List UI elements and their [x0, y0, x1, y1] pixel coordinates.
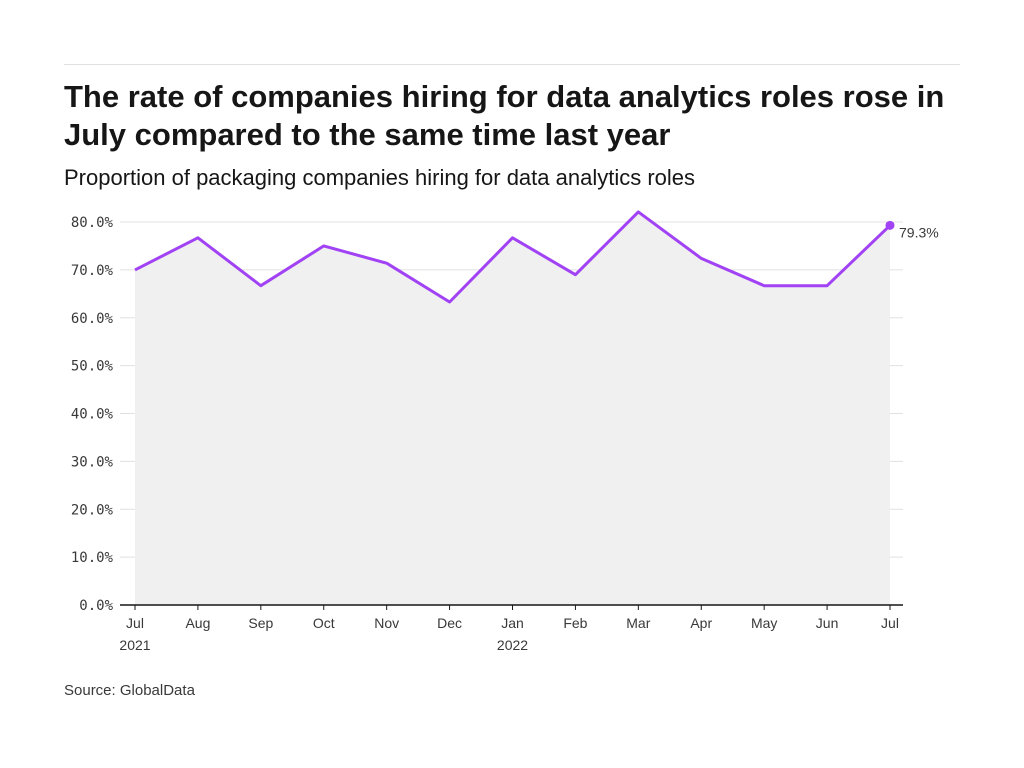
x-tick-label: Apr: [690, 615, 712, 631]
x-tick-label: Jan: [501, 615, 524, 631]
x-tick-label: Mar: [626, 615, 650, 631]
area-fill: [135, 211, 890, 605]
y-tick-label: 20.0%: [71, 502, 114, 518]
end-point-data-label: 79.3%: [899, 224, 939, 240]
x-tick-label: Nov: [374, 615, 399, 631]
y-tick-label: 60.0%: [71, 311, 114, 327]
top-divider: [64, 64, 960, 65]
x-tick-label: Jul: [126, 615, 144, 631]
series-line: [134, 210, 892, 304]
y-tick-label: 50.0%: [71, 359, 114, 375]
chart-subtitle: Proportion of packaging companies hiring…: [64, 165, 696, 190]
y-tick-label: 80.0%: [71, 215, 114, 231]
x-tick-label: Feb: [563, 615, 587, 631]
x-tick-label: Jul: [881, 615, 899, 631]
y-axis-labels: 0.0% 10.0% 20.0% 30.0% 40.0% 50.0% 60.0% 70.0% 8…: [71, 215, 114, 614]
chart-title: The rate of companies hiring for data an…: [64, 79, 945, 152]
x-tick-label: Oct: [313, 615, 335, 631]
x-axis-labels: Jul 2021 Aug Sep Oct Nov Dec Jan 2022 Feb Mar Apr Ma…: [119, 605, 899, 653]
source-note: Source: GlobalData: [64, 682, 195, 699]
y-tick-label: 10.0%: [71, 550, 114, 566]
y-tick-label: 70.0%: [71, 263, 114, 279]
end-point-marker: [885, 220, 895, 230]
x-tick-label: Sep: [248, 615, 273, 631]
x-tick-label: Dec: [437, 615, 462, 631]
y-tick-label: 0.0%: [79, 598, 113, 614]
x-tick-label: May: [751, 615, 777, 631]
x-year-label: 2021: [119, 637, 150, 653]
x-tick-label: Jun: [816, 615, 839, 631]
y-tick-label: 30.0%: [71, 454, 114, 470]
x-year-label: 2022: [497, 637, 528, 653]
y-tick-label: 40.0%: [71, 407, 114, 423]
x-tick-label: Aug: [185, 615, 210, 631]
